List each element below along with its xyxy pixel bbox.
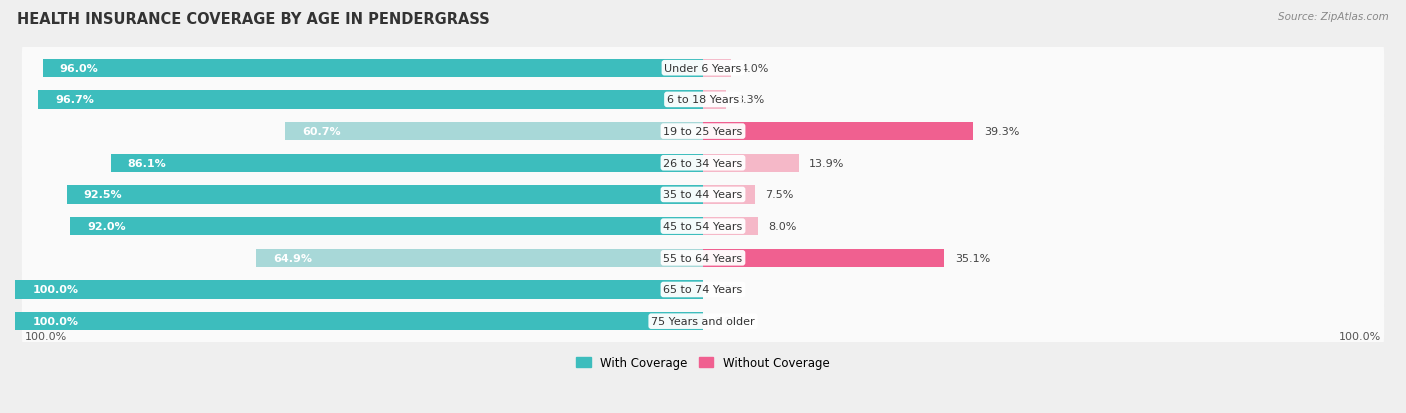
- FancyBboxPatch shape: [22, 135, 1384, 192]
- Bar: [15, 312, 703, 330]
- Bar: [111, 154, 703, 173]
- Text: 19 to 25 Years: 19 to 25 Years: [664, 127, 742, 137]
- FancyBboxPatch shape: [22, 72, 1384, 128]
- Bar: [703, 91, 725, 109]
- Text: 64.9%: 64.9%: [274, 253, 312, 263]
- Text: 65 to 74 Years: 65 to 74 Years: [664, 285, 742, 295]
- FancyBboxPatch shape: [22, 40, 1384, 97]
- Text: 4.0%: 4.0%: [741, 64, 769, 74]
- Bar: [703, 186, 755, 204]
- Bar: [42, 59, 703, 78]
- Bar: [703, 249, 945, 267]
- Text: 6 to 18 Years: 6 to 18 Years: [666, 95, 740, 105]
- Bar: [703, 59, 731, 78]
- Text: 92.5%: 92.5%: [84, 190, 122, 200]
- Text: 60.7%: 60.7%: [302, 127, 342, 137]
- Text: 55 to 64 Years: 55 to 64 Years: [664, 253, 742, 263]
- Bar: [703, 217, 758, 236]
- FancyBboxPatch shape: [22, 167, 1384, 223]
- Text: Source: ZipAtlas.com: Source: ZipAtlas.com: [1278, 12, 1389, 22]
- Text: 7.5%: 7.5%: [765, 190, 793, 200]
- Text: 96.0%: 96.0%: [59, 64, 98, 74]
- Bar: [703, 123, 973, 141]
- Bar: [38, 91, 703, 109]
- Text: 45 to 54 Years: 45 to 54 Years: [664, 222, 742, 232]
- Text: 0.0%: 0.0%: [713, 316, 741, 326]
- Text: 35 to 44 Years: 35 to 44 Years: [664, 190, 742, 200]
- Bar: [15, 280, 703, 299]
- Text: 3.3%: 3.3%: [735, 95, 765, 105]
- Text: 0.0%: 0.0%: [713, 285, 741, 295]
- Text: 100.0%: 100.0%: [32, 316, 79, 326]
- FancyBboxPatch shape: [22, 198, 1384, 255]
- Text: 39.3%: 39.3%: [984, 127, 1019, 137]
- Text: 100.0%: 100.0%: [1339, 331, 1381, 341]
- Text: Under 6 Years: Under 6 Years: [665, 64, 741, 74]
- Bar: [66, 186, 703, 204]
- Text: HEALTH INSURANCE COVERAGE BY AGE IN PENDERGRASS: HEALTH INSURANCE COVERAGE BY AGE IN PEND…: [17, 12, 489, 27]
- Text: 35.1%: 35.1%: [955, 253, 990, 263]
- Text: 75 Years and older: 75 Years and older: [651, 316, 755, 326]
- Text: 13.9%: 13.9%: [808, 158, 845, 169]
- Bar: [70, 217, 703, 236]
- FancyBboxPatch shape: [22, 293, 1384, 349]
- Text: 26 to 34 Years: 26 to 34 Years: [664, 158, 742, 169]
- Legend: With Coverage, Without Coverage: With Coverage, Without Coverage: [572, 352, 834, 374]
- Bar: [285, 123, 703, 141]
- Bar: [703, 154, 799, 173]
- Text: 86.1%: 86.1%: [128, 158, 166, 169]
- FancyBboxPatch shape: [22, 262, 1384, 318]
- Text: 8.0%: 8.0%: [768, 222, 797, 232]
- Text: 92.0%: 92.0%: [87, 222, 127, 232]
- Bar: [256, 249, 703, 267]
- Text: 100.0%: 100.0%: [32, 285, 79, 295]
- Text: 96.7%: 96.7%: [55, 95, 94, 105]
- FancyBboxPatch shape: [22, 104, 1384, 160]
- Text: 100.0%: 100.0%: [25, 331, 67, 341]
- FancyBboxPatch shape: [22, 230, 1384, 286]
